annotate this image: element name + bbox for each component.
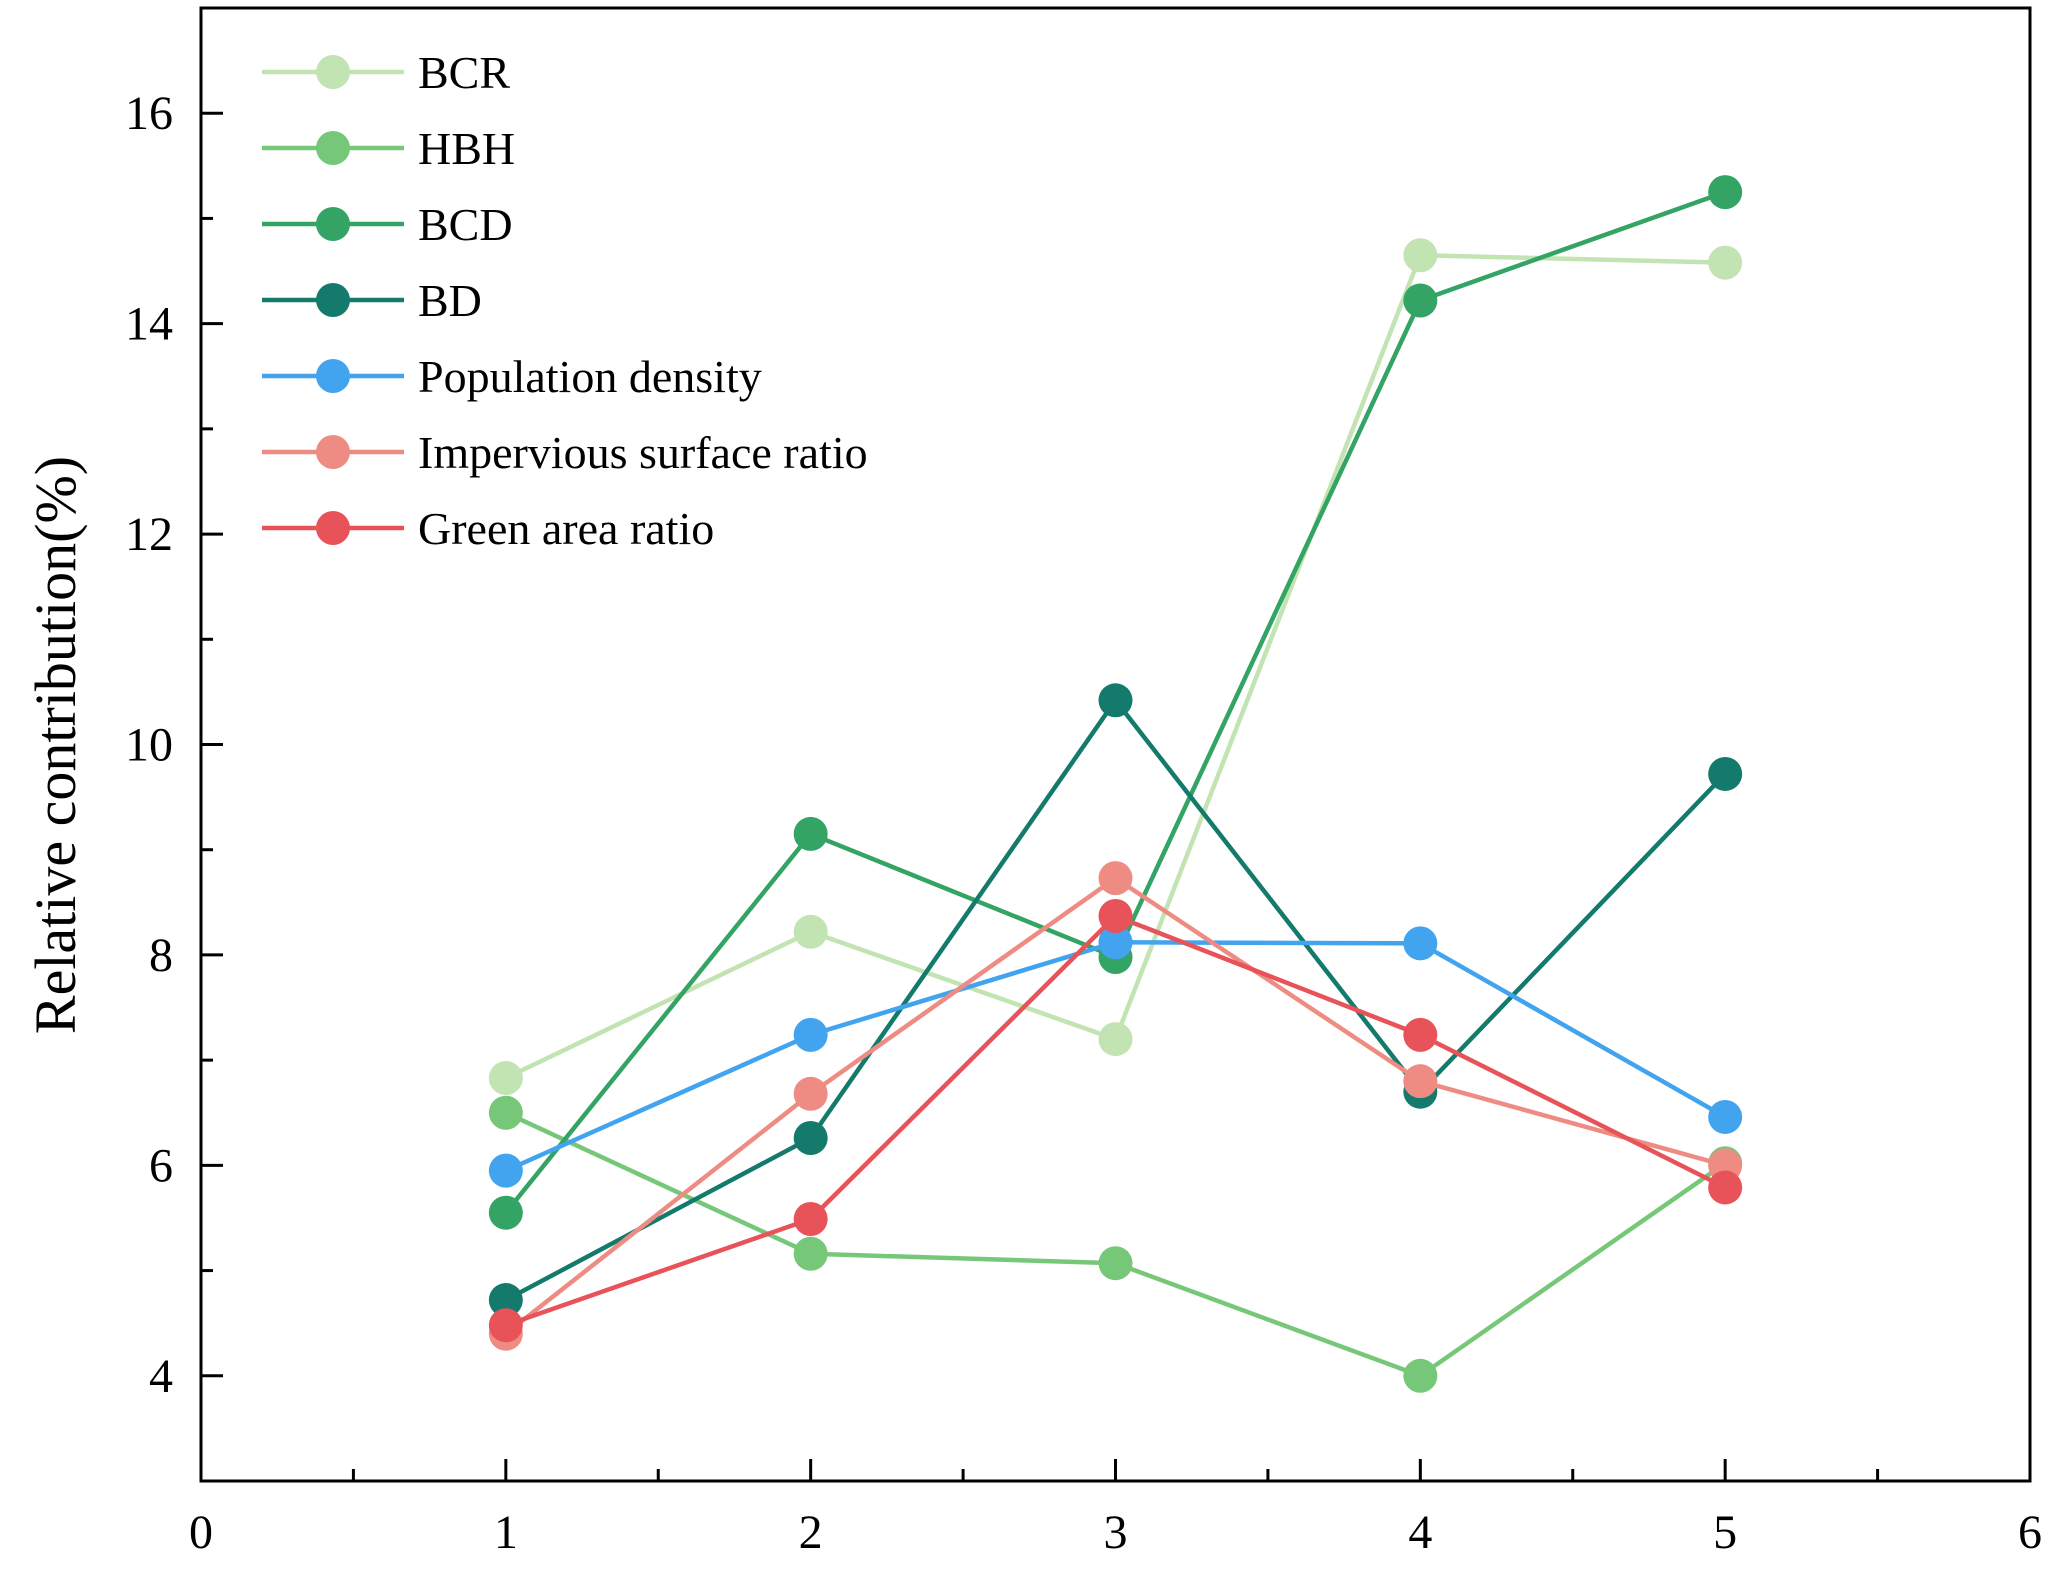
legend-item: BD <box>262 275 482 326</box>
data-point <box>1708 175 1743 210</box>
series-1 <box>488 1095 1743 1393</box>
x-tick-label: 6 <box>2018 1506 2042 1559</box>
data-point <box>488 1095 523 1130</box>
legend-label: Population density <box>418 351 762 402</box>
data-point <box>793 1202 828 1237</box>
legend-label: Impervious surface ratio <box>418 427 868 478</box>
y-tick-label: 8 <box>149 929 173 982</box>
legend-marker <box>316 359 350 393</box>
y-axis-title: Relative contribution(%) <box>23 456 88 1034</box>
data-point <box>1403 1017 1438 1052</box>
x-tick-label: 4 <box>1408 1506 1432 1559</box>
data-point <box>1403 926 1438 961</box>
legend-label: BCR <box>418 47 510 98</box>
data-point <box>1708 1099 1743 1134</box>
legend: BCR HBH BCD BD Population density Impervious … <box>262 47 868 554</box>
y-tick-label: 10 <box>125 719 173 772</box>
data-point <box>1403 283 1438 318</box>
series-line <box>504 1110 1727 1379</box>
data-point <box>488 1153 523 1188</box>
data-point <box>793 1236 828 1271</box>
data-point <box>1098 898 1133 933</box>
y-tick-label: 6 <box>149 1139 173 1192</box>
series-line <box>504 698 1727 1303</box>
data-point <box>1403 1358 1438 1393</box>
legend-label: BD <box>418 275 482 326</box>
x-tick-label: 2 <box>799 1506 823 1559</box>
data-point <box>1708 756 1743 791</box>
series-0 <box>488 238 1743 1096</box>
x-tick-label: 3 <box>1104 1506 1128 1559</box>
legend-marker <box>316 435 350 469</box>
legend-label: HBH <box>418 123 515 174</box>
series-line <box>504 940 1727 1173</box>
legend-item: Impervious surface ratio <box>262 427 868 478</box>
data-point <box>1098 925 1133 960</box>
legend-marker <box>316 131 350 165</box>
legend-item: Population density <box>262 351 762 402</box>
series-3 <box>488 683 1743 1318</box>
data-point <box>488 1061 523 1096</box>
x-tick-label: 5 <box>1713 1506 1737 1559</box>
legend-marker <box>316 511 350 545</box>
data-point <box>488 1308 523 1343</box>
legend-item: HBH <box>262 123 515 174</box>
data-point <box>1403 238 1438 273</box>
legend-item: BCR <box>262 47 510 98</box>
x-tick-label: 1 <box>494 1506 518 1559</box>
data-point <box>793 1121 828 1156</box>
legend-item: Green area ratio <box>262 503 714 554</box>
data-point <box>488 1195 523 1230</box>
series-4 <box>488 925 1743 1188</box>
data-point <box>793 1076 828 1111</box>
legend-marker <box>316 55 350 89</box>
legend-marker <box>316 207 350 241</box>
x-tick-label: 0 <box>189 1506 213 1559</box>
series <box>488 175 1743 1393</box>
data-point <box>488 1283 523 1318</box>
data-point <box>1708 245 1743 280</box>
data-point <box>793 816 828 851</box>
data-point <box>1098 861 1133 896</box>
data-point <box>1403 1064 1438 1099</box>
data-point <box>793 914 828 949</box>
data-point <box>1098 1022 1133 1057</box>
legend-label: Green area ratio <box>418 503 714 554</box>
legend-marker <box>316 283 350 317</box>
data-point <box>1098 1246 1133 1281</box>
y-tick-label: 14 <box>125 298 173 351</box>
series-6 <box>488 898 1743 1343</box>
data-point <box>793 1017 828 1052</box>
legend-label: BCD <box>418 199 513 250</box>
y-tick-label: 4 <box>149 1350 173 1403</box>
y-tick-label: 16 <box>125 87 173 140</box>
legend-item: BCD <box>262 199 513 250</box>
data-point <box>1708 1170 1743 1205</box>
y-tick-label: 12 <box>125 508 173 561</box>
data-point <box>1098 683 1133 718</box>
